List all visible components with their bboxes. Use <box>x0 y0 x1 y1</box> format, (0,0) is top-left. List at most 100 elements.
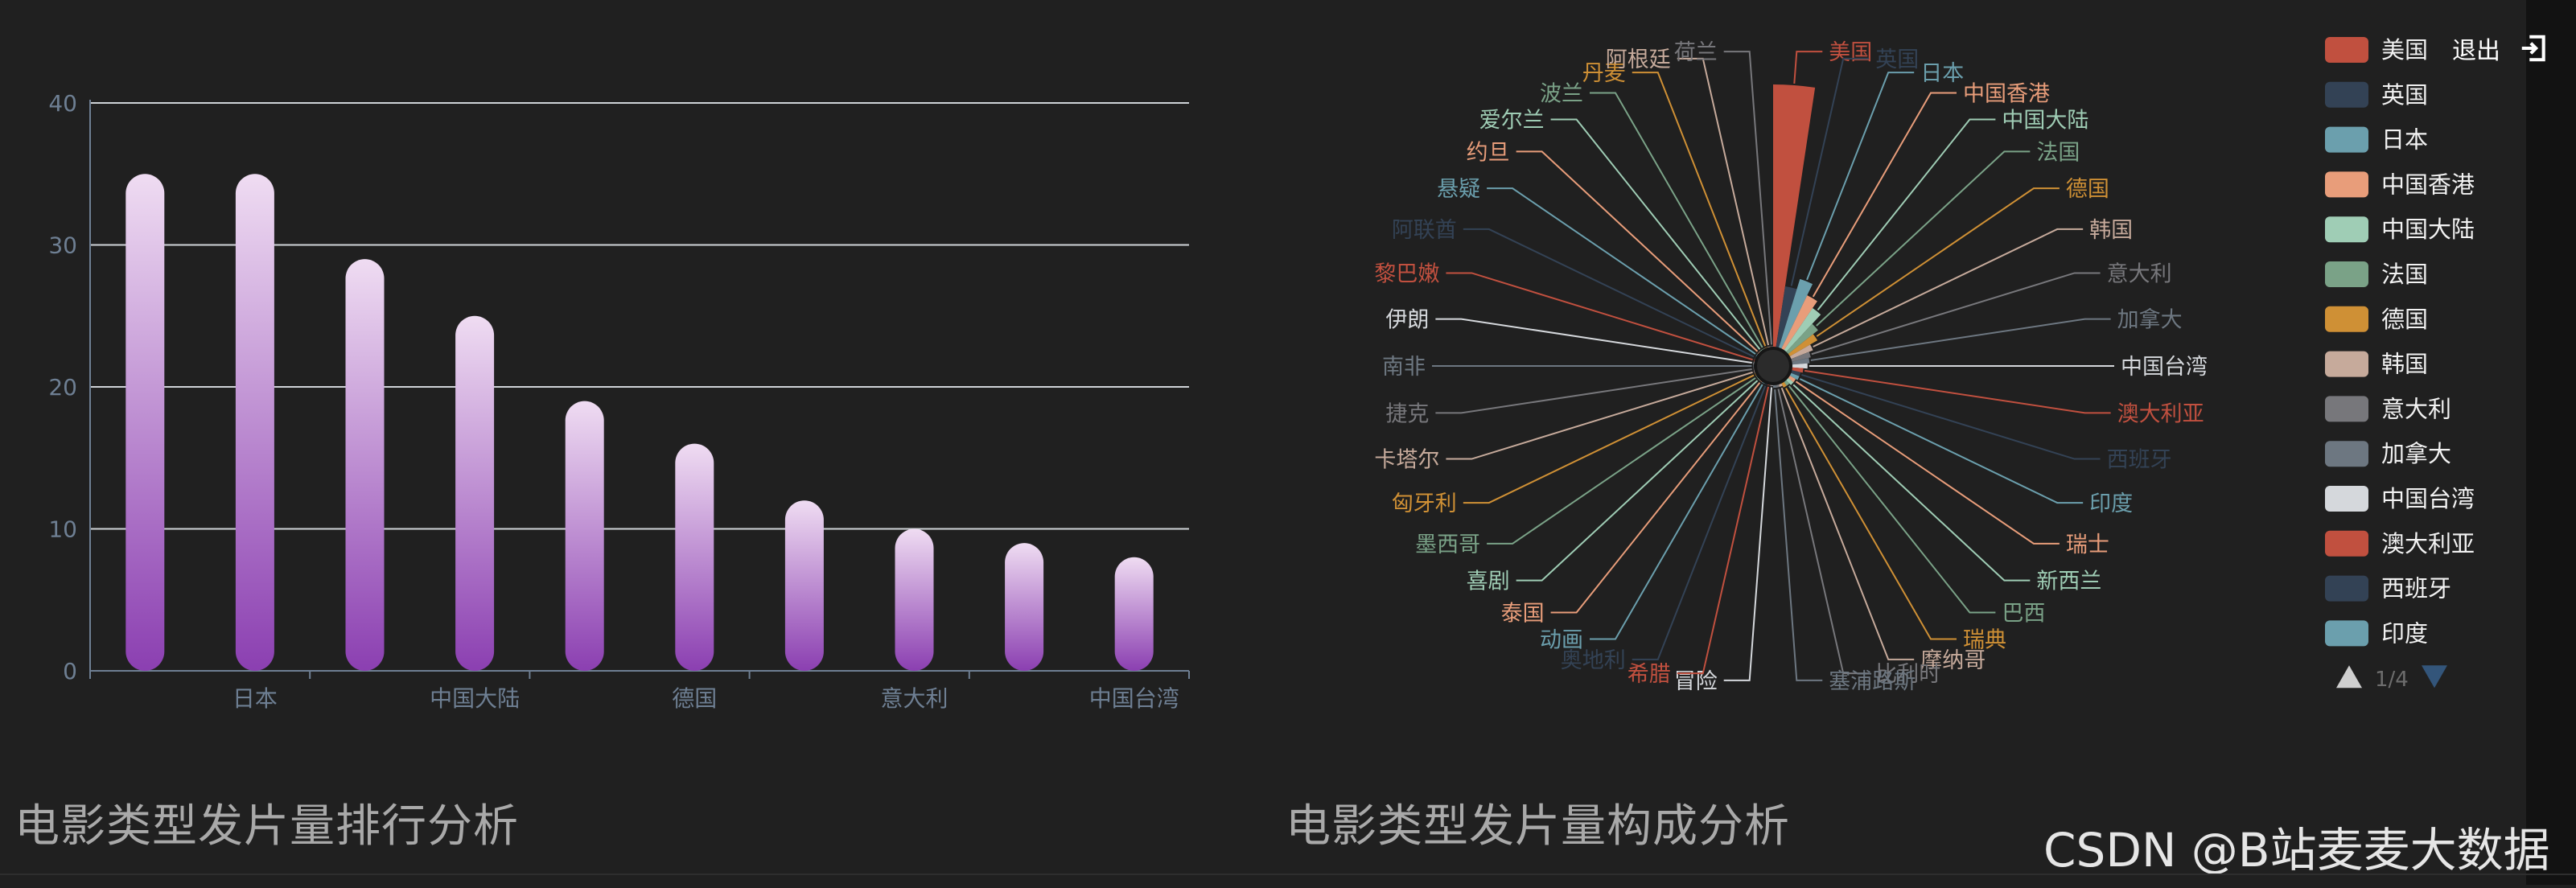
bar[interactable] <box>565 401 604 671</box>
triangle-down-icon[interactable] <box>2422 665 2447 689</box>
leader-line <box>1817 118 1996 310</box>
legend-swatch[interactable] <box>2325 261 2368 287</box>
slice-label: 动画 <box>1540 627 1583 652</box>
legend-page-indicator: 1/4 <box>2375 668 2409 692</box>
legend-label[interactable]: 意大利 <box>2381 395 2451 422</box>
leader-line <box>1463 374 1755 504</box>
slice-label: 伊朗 <box>1385 308 1429 333</box>
slice-label: 瑞士 <box>2066 532 2109 557</box>
bar[interactable] <box>895 528 934 672</box>
bar-chart-panel: 0 10 20 30 40 日本 中国大陆 德国 意大利 中国台湾 电影类型发片量排行分析 <box>0 0 1239 885</box>
slice-label: 约旦 <box>1467 140 1510 165</box>
slice-label: 瑞典 <box>1963 627 2006 652</box>
x-tick-label: 德国 <box>672 685 717 712</box>
rose-slice[interactable] <box>1790 363 1808 369</box>
slice-label: 卡塔尔 <box>1374 448 1439 473</box>
legend-label[interactable]: 日本 <box>2381 126 2428 154</box>
legend-label[interactable]: 中国台湾 <box>2381 485 2475 512</box>
legend-swatch[interactable] <box>2325 306 2368 332</box>
rose-slice[interactable] <box>1787 334 1818 357</box>
bar[interactable] <box>1005 543 1044 671</box>
leader-line <box>1590 384 1763 640</box>
bar[interactable] <box>1114 557 1154 671</box>
bar[interactable] <box>675 443 714 671</box>
y-tick-label: 30 <box>48 232 77 259</box>
slice-label: 加拿大 <box>2117 308 2183 333</box>
legend-swatch[interactable] <box>2325 351 2368 377</box>
slice-label: 泰国 <box>1501 601 1545 626</box>
triangle-up-icon[interactable] <box>2336 665 2362 689</box>
rose-slice[interactable] <box>1778 278 1813 351</box>
legend-swatch[interactable] <box>2325 171 2368 198</box>
slice-label: 英国 <box>1875 47 1919 72</box>
legend-label[interactable]: 中国香港 <box>2381 171 2475 198</box>
leader-line <box>1792 384 2031 582</box>
leader-line <box>1677 57 1770 346</box>
bar[interactable] <box>235 174 274 671</box>
bar[interactable] <box>345 259 385 671</box>
legend-swatch[interactable] <box>2325 620 2368 647</box>
leader-line <box>1816 150 2031 327</box>
legend-swatch[interactable] <box>2325 37 2368 63</box>
exit-button[interactable]: 退出 <box>2452 31 2549 66</box>
legend-swatch[interactable] <box>2325 81 2368 108</box>
slice-label: 德国 <box>2066 177 2109 202</box>
leader-line <box>1723 51 1773 345</box>
legend-swatch[interactable] <box>2325 396 2368 422</box>
legend-label[interactable]: 澳大利亚 <box>2381 530 2475 557</box>
legend-swatch[interactable] <box>2325 530 2368 557</box>
legend-label[interactable]: 英国 <box>2381 81 2428 109</box>
slice-label: 匈牙利 <box>1392 491 1457 516</box>
rose-slice[interactable] <box>1776 286 1797 349</box>
slice-label: 意大利 <box>2107 261 2172 286</box>
slice-label: 荷兰 <box>1674 40 1718 65</box>
rose-slice[interactable] <box>1788 344 1813 360</box>
slice-label: 中国大陆 <box>2002 109 2088 134</box>
legend-label[interactable]: 加拿大 <box>2381 440 2451 467</box>
rose-slice[interactable] <box>1789 352 1811 363</box>
scrollbar-track[interactable] <box>2526 0 2576 885</box>
leader-line <box>1435 318 1752 364</box>
slice-label: 新西兰 <box>2036 569 2101 594</box>
legend-swatch[interactable] <box>2325 216 2368 243</box>
rose-slice[interactable] <box>1790 367 1804 373</box>
rose-chart: 美国 英国日本中国香港中国大陆法国德国韩国意大利加拿大中国台湾澳大利亚西班牙印度瑞… <box>1374 36 2475 694</box>
legend-label[interactable]: 美国 <box>2381 36 2428 64</box>
legend-swatch[interactable] <box>2325 575 2368 602</box>
rose-slice[interactable] <box>1780 295 1817 352</box>
leader-line <box>1677 386 1770 675</box>
bar[interactable] <box>784 500 824 671</box>
leader-line <box>1723 387 1773 681</box>
legend-label[interactable]: 印度 <box>2381 619 2428 647</box>
leader-line <box>1804 369 2111 414</box>
rose-center <box>1754 347 1792 385</box>
rose-slice[interactable] <box>1783 308 1821 353</box>
rose-slice[interactable] <box>1789 369 1801 376</box>
rose-slice[interactable] <box>1788 372 1800 380</box>
legend-swatch[interactable] <box>2325 486 2368 512</box>
slice-label: 西班牙 <box>2107 448 2172 473</box>
bar[interactable] <box>455 315 495 671</box>
slice-label: 喜剧 <box>1467 569 1510 594</box>
slice-label: 希腊 <box>1627 662 1671 687</box>
leader-line <box>1516 380 1759 582</box>
legend-swatch[interactable] <box>2325 441 2368 467</box>
rose-slice[interactable] <box>1773 84 1816 349</box>
legend-label[interactable]: 法国 <box>2381 261 2428 288</box>
legend-label[interactable]: 西班牙 <box>2381 575 2451 602</box>
leader-line <box>1799 378 2084 504</box>
leader-line <box>1446 371 1753 460</box>
legend-label[interactable]: 中国大陆 <box>2381 216 2475 243</box>
rose-slice[interactable] <box>1790 357 1810 365</box>
leader-line <box>1516 150 1759 352</box>
legend-label[interactable]: 德国 <box>2381 306 2428 333</box>
bar-chart: 0 10 20 30 40 日本 中国大陆 德国 意大利 中国台湾 <box>48 90 1190 712</box>
legend-label[interactable]: 韩国 <box>2381 351 2428 378</box>
rose-slice[interactable] <box>1784 323 1818 356</box>
slice-label: 爱尔兰 <box>1479 109 1545 134</box>
leader-line <box>1463 228 1755 358</box>
bar-chart-title: 电影类型发片量排行分析 <box>14 800 519 853</box>
bar[interactable] <box>126 174 165 671</box>
legend-swatch[interactable] <box>2325 126 2368 153</box>
x-tick-label: 意大利 <box>880 685 948 712</box>
